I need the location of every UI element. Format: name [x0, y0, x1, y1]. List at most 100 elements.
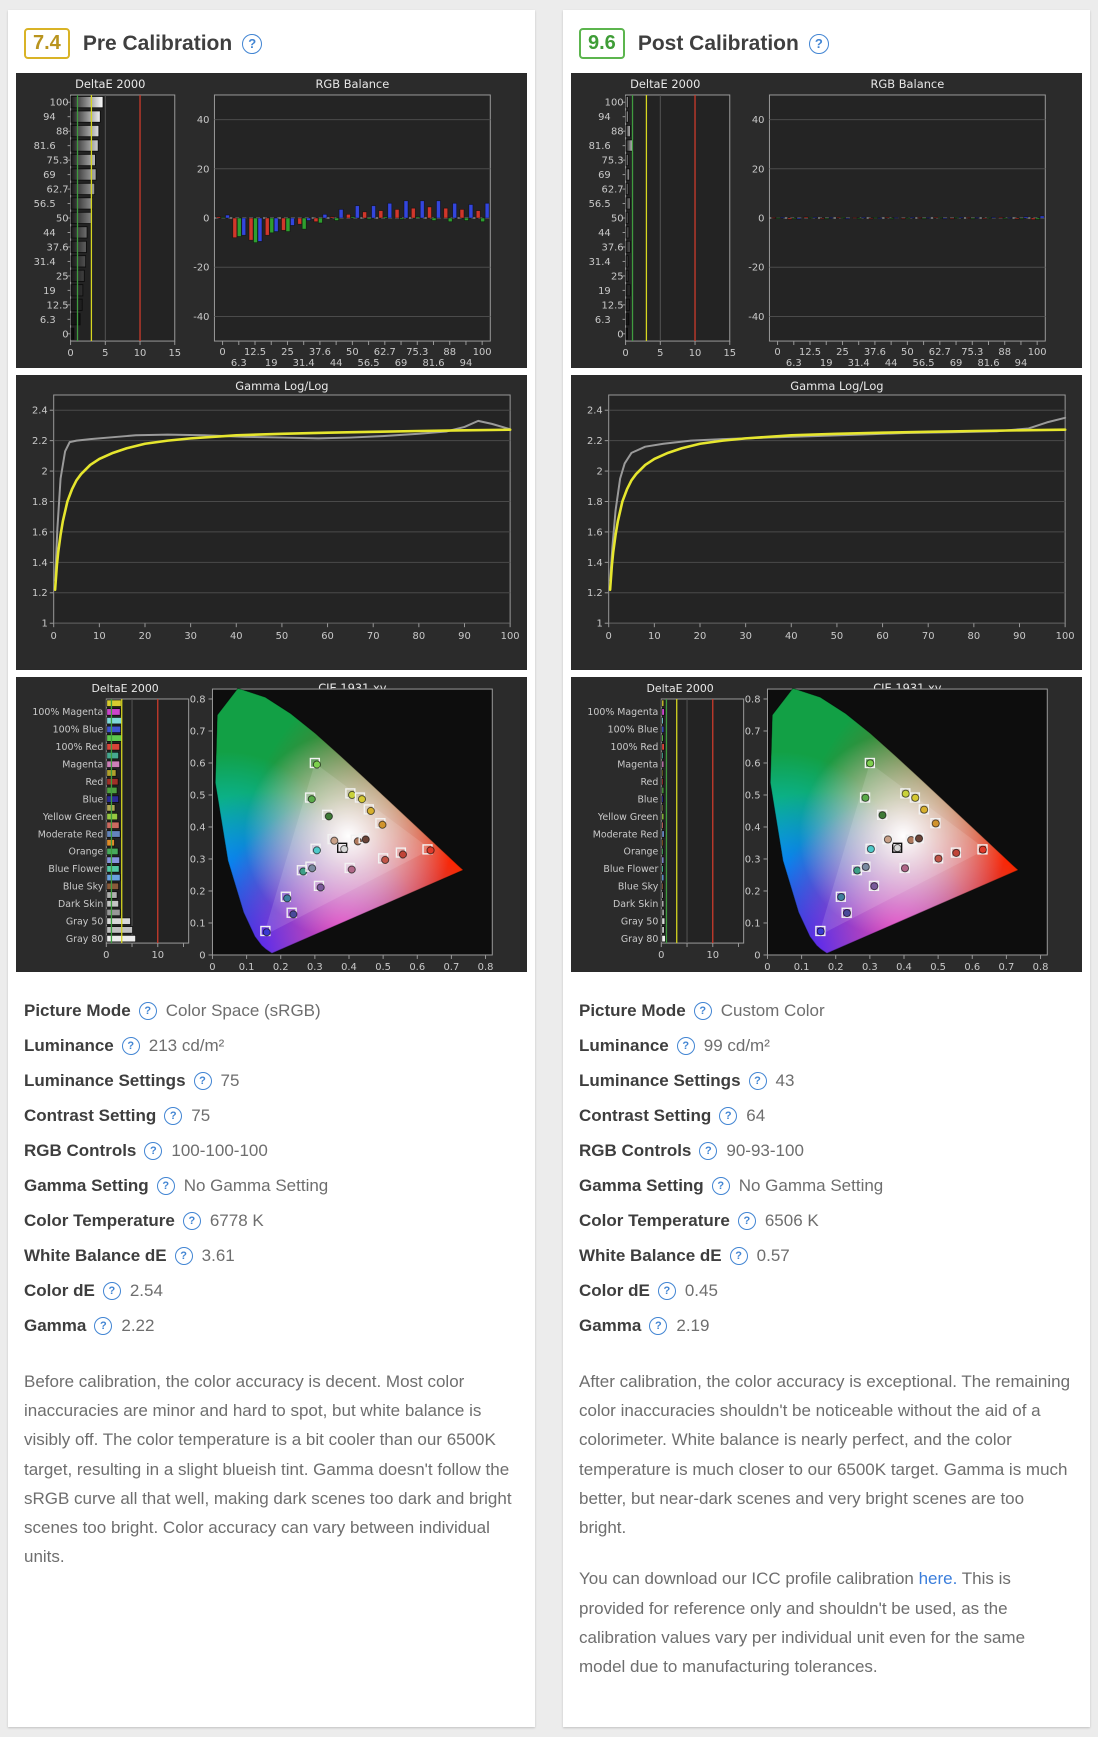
svg-text:100% Red: 100% Red: [611, 742, 659, 753]
help-icon[interactable]: ?: [174, 1246, 193, 1265]
help-icon[interactable]: ?: [242, 33, 263, 54]
help-icon[interactable]: ?: [164, 1106, 183, 1125]
svg-text:Gray 80: Gray 80: [621, 934, 658, 945]
setting-row-gamma: Gamma? 2.19: [579, 1308, 1074, 1343]
svg-text:Red: Red: [640, 777, 658, 788]
svg-text:0.1: 0.1: [745, 918, 761, 929]
setting-label: Gamma Setting: [579, 1175, 704, 1195]
help-icon[interactable]: ?: [121, 1036, 140, 1055]
comment-text-segment: After calibration, the color accuracy is…: [579, 1372, 1071, 1538]
settings-list: Picture Mode? Custom Color Luminance? 99 cd…: [563, 979, 1090, 1343]
svg-text:10: 10: [689, 348, 702, 359]
svg-text:62.7: 62.7: [47, 185, 69, 196]
svg-text:44: 44: [330, 358, 343, 368]
svg-text:81.6: 81.6: [422, 358, 444, 368]
svg-text:0.7: 0.7: [745, 726, 761, 737]
svg-text:20: 20: [752, 164, 765, 175]
svg-text:0.1: 0.1: [794, 962, 810, 972]
setting-value: 0.45: [684, 1280, 718, 1300]
svg-text:0: 0: [774, 347, 780, 358]
svg-text:0: 0: [617, 329, 623, 340]
svg-text:56.5: 56.5: [358, 358, 380, 368]
help-icon[interactable]: ?: [156, 1176, 175, 1195]
svg-text:0.3: 0.3: [307, 962, 323, 972]
help-icon[interactable]: ?: [657, 1281, 676, 1300]
svg-text:DeltaE 2000: DeltaE 2000: [630, 77, 700, 91]
svg-text:100% Red: 100% Red: [56, 742, 104, 753]
help-icon[interactable]: ?: [748, 1071, 767, 1090]
svg-text:15: 15: [723, 348, 736, 359]
help-icon[interactable]: ?: [729, 1246, 748, 1265]
help-icon[interactable]: ?: [102, 1281, 121, 1300]
svg-text:40: 40: [197, 115, 210, 126]
svg-text:40: 40: [752, 115, 765, 126]
svg-text:2.4: 2.4: [32, 406, 48, 417]
svg-text:6.3: 6.3: [231, 358, 247, 368]
svg-text:94: 94: [43, 112, 56, 123]
svg-text:0.3: 0.3: [190, 854, 206, 865]
svg-text:37.6: 37.6: [864, 347, 886, 358]
help-icon[interactable]: ?: [138, 1001, 157, 1020]
setting-value: 43: [775, 1070, 795, 1090]
svg-text:6.3: 6.3: [595, 315, 611, 326]
svg-text:2: 2: [41, 467, 47, 478]
svg-text:6.3: 6.3: [40, 315, 56, 326]
setting-label: Luminance: [579, 1035, 669, 1055]
svg-text:0: 0: [203, 213, 209, 224]
setting-label: White Balance dE: [579, 1245, 722, 1265]
help-icon[interactable]: ?: [719, 1106, 738, 1125]
svg-text:20: 20: [197, 164, 210, 175]
svg-text:0.5: 0.5: [375, 962, 391, 972]
setting-value: 213 cd/m²: [148, 1035, 225, 1055]
card-header: 9.6 Post Calibration ?: [563, 20, 1090, 73]
svg-text:60: 60: [321, 631, 334, 642]
svg-text:Orange: Orange: [624, 847, 659, 858]
setting-label: Picture Mode: [579, 1000, 686, 1020]
setting-value: 2.22: [121, 1315, 155, 1335]
svg-text:10: 10: [93, 631, 106, 642]
help-icon[interactable]: ?: [676, 1036, 695, 1055]
setting-label: Picture Mode: [24, 1000, 131, 1020]
setting-row-luminance-settings: Luminance Settings? 75: [24, 1063, 519, 1098]
setting-value: No Gamma Setting: [738, 1175, 884, 1195]
help-icon[interactable]: ?: [649, 1316, 668, 1335]
setting-row-gamma: Gamma? 2.22: [24, 1308, 519, 1343]
setting-row-rgb-controls: RGB Controls? 100-100-100: [24, 1133, 519, 1168]
svg-text:Yellow Green: Yellow Green: [597, 812, 658, 823]
svg-text:10: 10: [151, 950, 164, 961]
help-icon[interactable]: ?: [693, 1001, 712, 1020]
icc-profile-link[interactable]: here.: [918, 1569, 958, 1589]
help-icon[interactable]: ?: [182, 1211, 201, 1230]
svg-text:1.2: 1.2: [587, 588, 603, 599]
help-icon[interactable]: ?: [737, 1211, 756, 1230]
svg-text:80: 80: [968, 631, 981, 642]
help-icon[interactable]: ?: [711, 1176, 730, 1195]
setting-row-color-temperature: Color Temperature? 6506 K: [579, 1203, 1074, 1238]
svg-text:0: 0: [764, 962, 770, 972]
setting-row-contrast-setting: Contrast Setting? 75: [24, 1098, 519, 1133]
svg-text:0.4: 0.4: [190, 822, 206, 833]
help-icon[interactable]: ?: [144, 1141, 163, 1160]
svg-text:Moderate Red: Moderate Red: [38, 829, 104, 840]
svg-text:Red: Red: [85, 777, 103, 788]
svg-text:Dark Skin: Dark Skin: [58, 899, 103, 910]
help-icon[interactable]: ?: [94, 1316, 113, 1335]
svg-text:1.4: 1.4: [32, 558, 48, 569]
svg-text:0.4: 0.4: [896, 962, 912, 972]
svg-text:RGB Balance: RGB Balance: [871, 77, 945, 91]
help-icon[interactable]: ?: [699, 1141, 718, 1160]
svg-text:Gray 80: Gray 80: [66, 934, 103, 945]
svg-text:69: 69: [43, 170, 56, 181]
svg-text:100: 100: [473, 347, 492, 358]
help-icon[interactable]: ?: [808, 33, 829, 54]
svg-text:Gray 50: Gray 50: [66, 916, 103, 927]
svg-text:62.7: 62.7: [929, 347, 951, 358]
setting-label: Color dE: [579, 1280, 650, 1300]
svg-text:88: 88: [443, 347, 456, 358]
svg-text:10: 10: [706, 950, 719, 961]
svg-text:50: 50: [276, 631, 289, 642]
svg-text:0: 0: [199, 950, 205, 961]
svg-text:0.8: 0.8: [478, 962, 494, 972]
help-icon[interactable]: ?: [193, 1071, 212, 1090]
svg-text:0.1: 0.1: [190, 918, 206, 929]
